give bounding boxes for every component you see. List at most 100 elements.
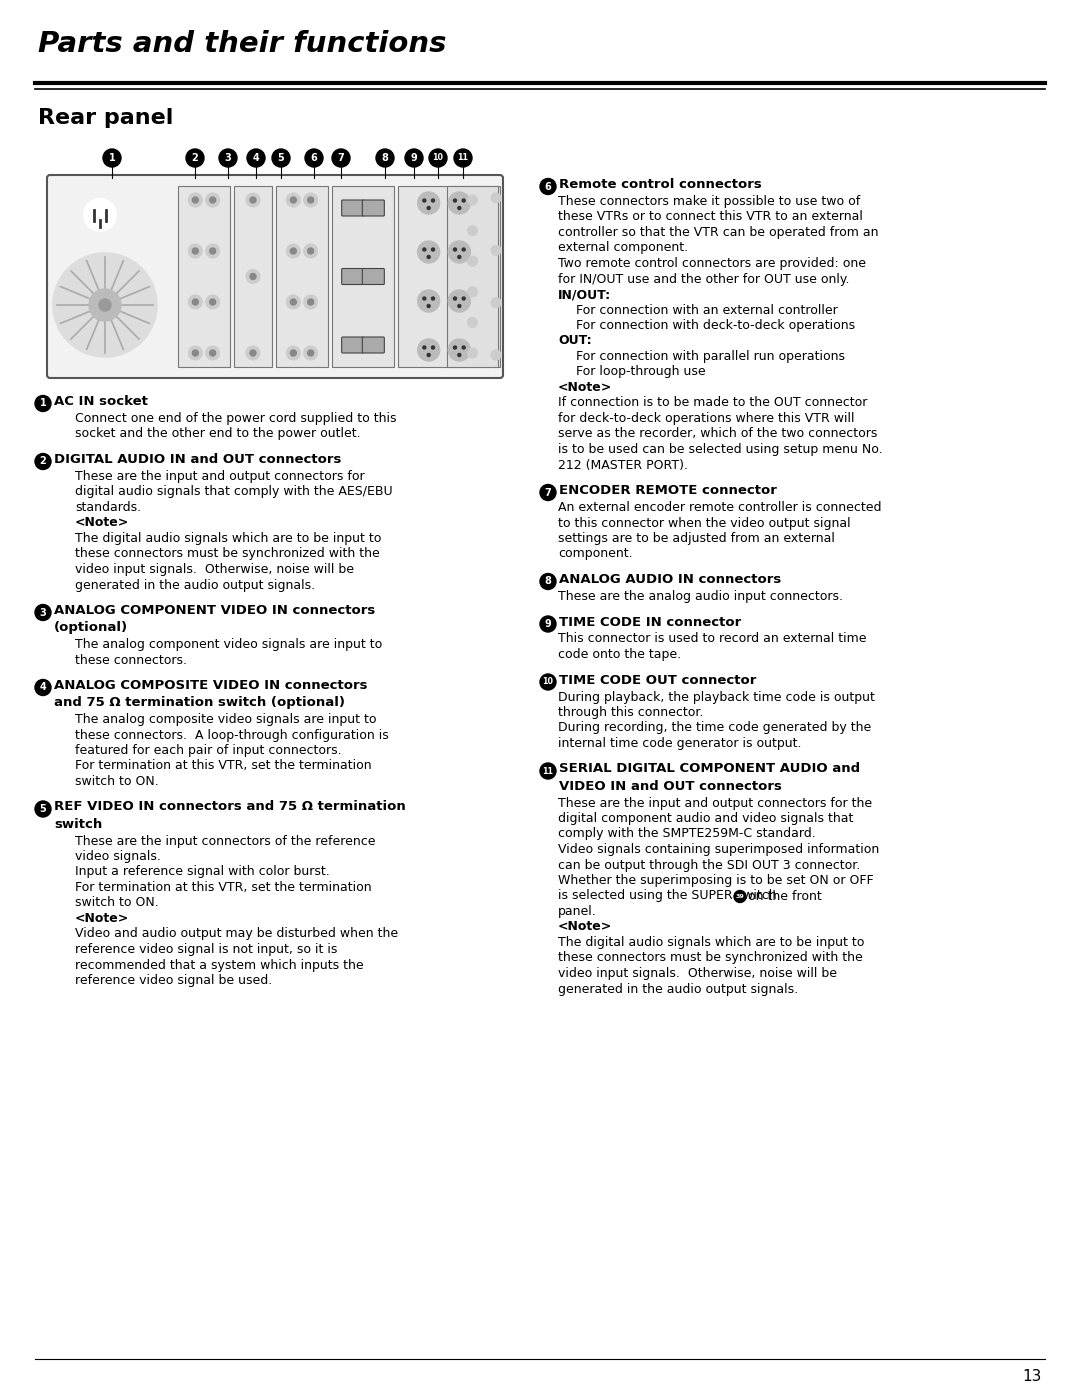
- Text: switch: switch: [54, 817, 103, 830]
- Text: recommended that a system which inputs the: recommended that a system which inputs t…: [75, 958, 364, 971]
- Circle shape: [192, 351, 199, 356]
- Circle shape: [246, 346, 260, 360]
- Circle shape: [734, 890, 746, 902]
- Circle shape: [376, 149, 394, 168]
- Text: Two remote control connectors are provided: one: Two remote control connectors are provid…: [558, 257, 866, 270]
- Circle shape: [205, 295, 219, 309]
- Circle shape: [491, 298, 501, 307]
- Text: reference video signal is not input, so it is: reference video signal is not input, so …: [75, 943, 337, 956]
- Text: serve as the recorder, which of the two connectors: serve as the recorder, which of the two …: [558, 427, 877, 440]
- Text: <Note>: <Note>: [558, 921, 612, 933]
- Circle shape: [205, 244, 219, 258]
- Circle shape: [205, 346, 219, 360]
- Circle shape: [210, 249, 216, 254]
- Circle shape: [219, 149, 237, 168]
- Text: The analog component video signals are input to: The analog component video signals are i…: [75, 638, 382, 651]
- Text: IN/OUT:: IN/OUT:: [558, 288, 611, 300]
- Circle shape: [448, 339, 470, 360]
- Text: AC IN socket: AC IN socket: [54, 395, 148, 408]
- Circle shape: [188, 346, 202, 360]
- Text: Whether the superimposing is to be set ON or OFF: Whether the superimposing is to be set O…: [558, 875, 874, 887]
- Circle shape: [247, 149, 265, 168]
- Text: TIME CODE OUT connector: TIME CODE OUT connector: [559, 673, 756, 686]
- Bar: [447, 186, 498, 367]
- Text: These are the analog audio input connectors.: These are the analog audio input connect…: [558, 590, 843, 604]
- Circle shape: [462, 249, 465, 251]
- Text: ANALOG COMPOSITE VIDEO IN connectors: ANALOG COMPOSITE VIDEO IN connectors: [54, 679, 367, 692]
- Circle shape: [540, 616, 556, 631]
- Text: Rear panel: Rear panel: [38, 108, 174, 129]
- Circle shape: [423, 298, 426, 300]
- Circle shape: [418, 291, 440, 312]
- Circle shape: [303, 346, 318, 360]
- Circle shape: [540, 485, 556, 500]
- Text: socket and the other end to the power outlet.: socket and the other end to the power ou…: [75, 427, 361, 440]
- Circle shape: [454, 346, 457, 349]
- Text: 11: 11: [542, 767, 554, 775]
- Circle shape: [188, 193, 202, 207]
- Text: SERIAL DIGITAL COMPONENT AUDIO and: SERIAL DIGITAL COMPONENT AUDIO and: [559, 763, 860, 775]
- Text: DIGITAL AUDIO IN and OUT connectors: DIGITAL AUDIO IN and OUT connectors: [54, 453, 341, 467]
- Text: This connector is used to record an external time: This connector is used to record an exte…: [558, 633, 866, 645]
- Text: OUT:: OUT:: [558, 334, 592, 348]
- Circle shape: [540, 574, 556, 590]
- Text: The digital audio signals which are to be input to: The digital audio signals which are to b…: [75, 532, 381, 545]
- Circle shape: [468, 317, 477, 327]
- Text: video input signals.  Otherwise, noise will be: video input signals. Otherwise, noise wi…: [558, 967, 837, 981]
- Text: is selected using the SUPER switch: is selected using the SUPER switch: [558, 890, 781, 902]
- Circle shape: [332, 149, 350, 168]
- Circle shape: [428, 353, 430, 356]
- Circle shape: [308, 351, 313, 356]
- Circle shape: [468, 196, 477, 205]
- Circle shape: [405, 149, 423, 168]
- Text: 8: 8: [544, 577, 552, 587]
- Text: to this connector when the video output signal: to this connector when the video output …: [558, 517, 851, 529]
- Circle shape: [491, 351, 501, 360]
- Text: and 75 Ω termination switch (optional): and 75 Ω termination switch (optional): [54, 696, 345, 710]
- Text: <Note>: <Note>: [75, 912, 130, 925]
- Circle shape: [308, 299, 313, 305]
- Circle shape: [468, 225, 477, 236]
- Text: is to be used can be selected using setup menu No.: is to be used can be selected using setu…: [558, 443, 882, 455]
- Text: The analog composite video signals are input to: The analog composite video signals are i…: [75, 712, 377, 726]
- Text: featured for each pair of input connectors.: featured for each pair of input connecto…: [75, 745, 341, 757]
- Text: (optional): (optional): [54, 622, 129, 634]
- Circle shape: [540, 673, 556, 690]
- Circle shape: [35, 395, 51, 412]
- Circle shape: [303, 244, 318, 258]
- Text: For termination at this VTR, set the termination: For termination at this VTR, set the ter…: [75, 760, 372, 773]
- Text: 39: 39: [735, 894, 744, 900]
- Bar: [276, 186, 328, 367]
- Text: <Note>: <Note>: [75, 517, 130, 529]
- Bar: [234, 186, 272, 367]
- Text: These are the input and output connectors for the: These are the input and output connector…: [558, 796, 873, 809]
- Circle shape: [308, 197, 313, 203]
- Text: component.: component.: [558, 548, 633, 560]
- Circle shape: [462, 198, 465, 203]
- Circle shape: [249, 274, 256, 279]
- Text: 3: 3: [40, 608, 46, 617]
- Text: 6: 6: [311, 154, 318, 163]
- Circle shape: [418, 242, 440, 263]
- Text: 2: 2: [191, 154, 199, 163]
- Circle shape: [540, 763, 556, 780]
- Text: comply with the SMPTE259M-C standard.: comply with the SMPTE259M-C standard.: [558, 827, 815, 841]
- Circle shape: [458, 256, 461, 258]
- Text: these connectors must be synchronized with the: these connectors must be synchronized wi…: [75, 548, 380, 560]
- Circle shape: [192, 299, 199, 305]
- Text: 7: 7: [338, 154, 345, 163]
- Circle shape: [454, 249, 457, 251]
- Circle shape: [468, 286, 477, 296]
- Circle shape: [246, 193, 260, 207]
- Text: generated in the audio output signals.: generated in the audio output signals.: [558, 982, 798, 996]
- Circle shape: [454, 198, 457, 203]
- Circle shape: [53, 253, 157, 358]
- Circle shape: [291, 249, 296, 254]
- Text: panel.: panel.: [558, 905, 597, 918]
- Circle shape: [428, 256, 430, 258]
- Text: 10: 10: [542, 678, 554, 686]
- Text: these connectors.  A loop-through configuration is: these connectors. A loop-through configu…: [75, 728, 389, 742]
- Circle shape: [291, 197, 296, 203]
- Text: 1: 1: [40, 398, 46, 408]
- Text: For connection with parallel run operations: For connection with parallel run operati…: [576, 351, 845, 363]
